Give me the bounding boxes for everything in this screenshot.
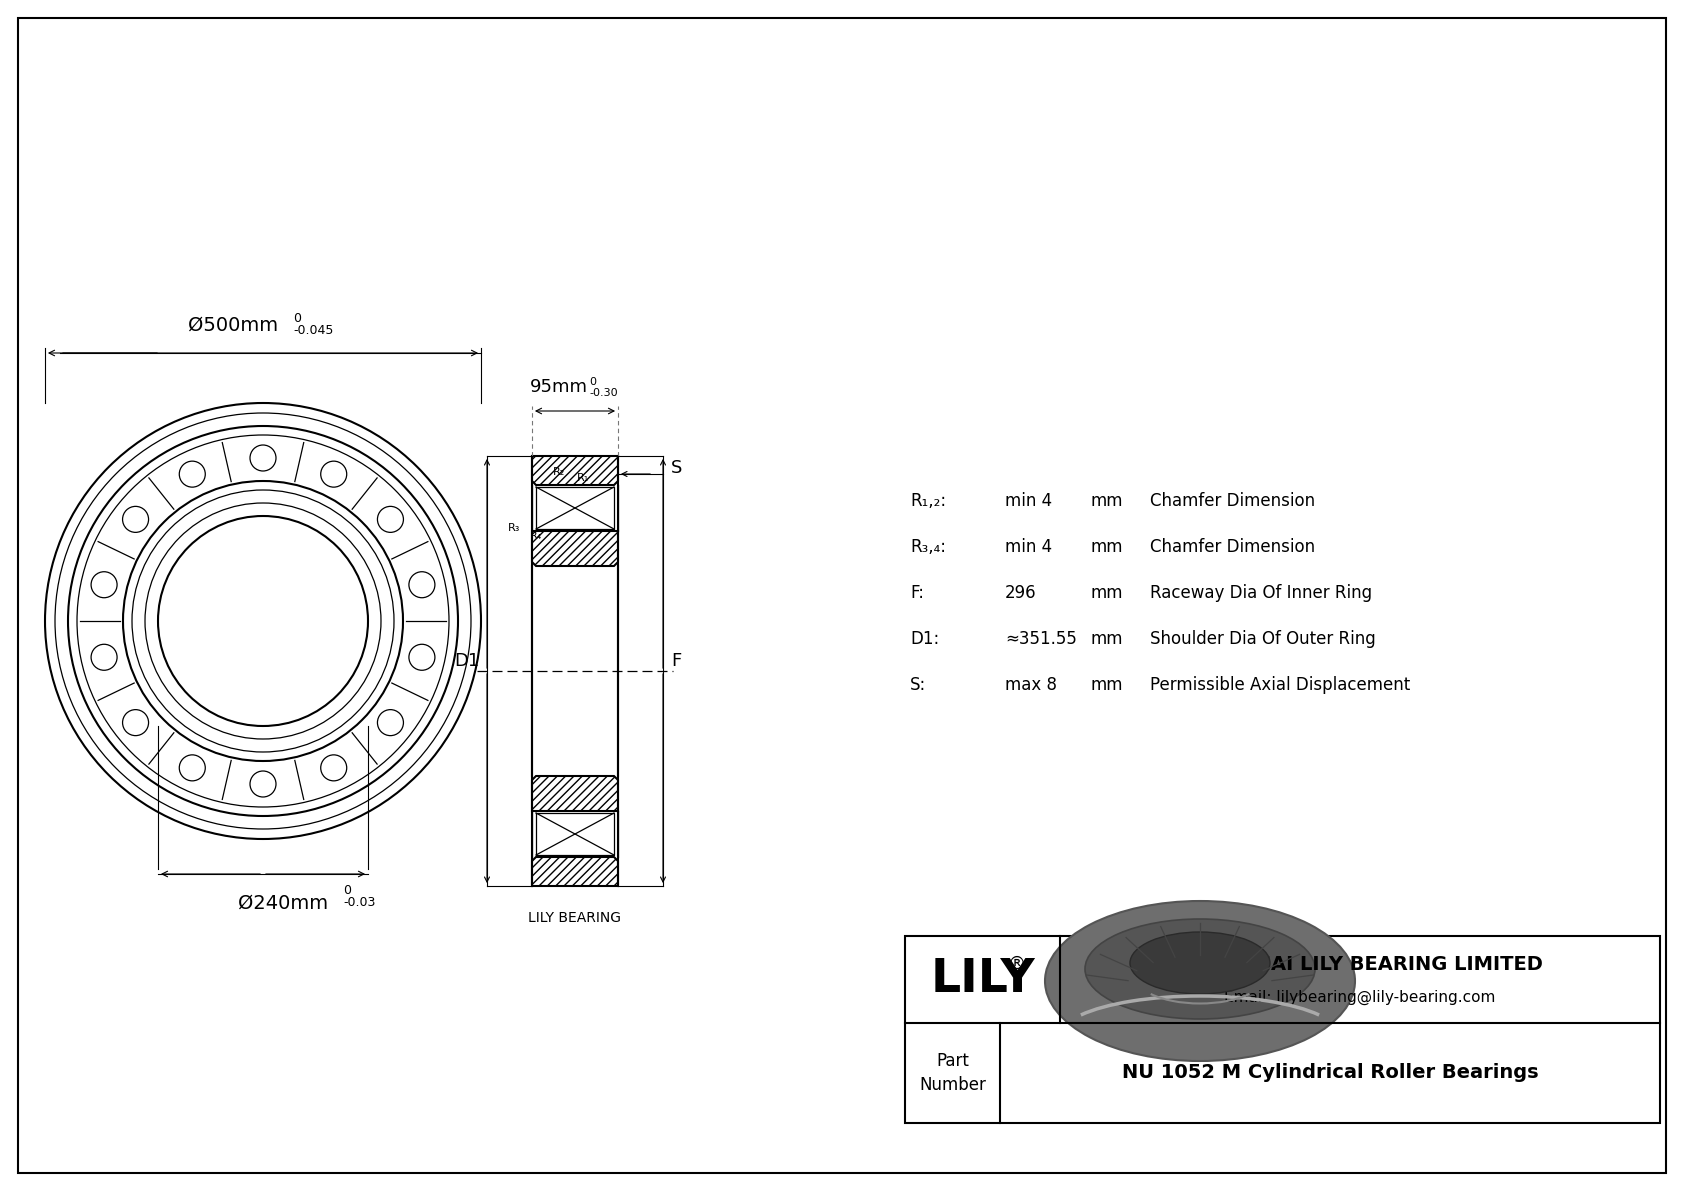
Bar	[904, 936, 1660, 1123]
Text: SHANGHAI LILY BEARING LIMITED: SHANGHAI LILY BEARING LIMITED	[1177, 955, 1543, 974]
Text: Permissible Axial Displacement: Permissible Axial Displacement	[1150, 676, 1410, 694]
Text: S:: S:	[909, 676, 926, 694]
Text: D1: D1	[453, 651, 478, 671]
Text: NU 1052 M Cylindrical Roller Bearings: NU 1052 M Cylindrical Roller Bearings	[1122, 1064, 1537, 1083]
Text: 0: 0	[589, 378, 596, 387]
Text: mm: mm	[1090, 538, 1123, 556]
Text: min 4: min 4	[1005, 538, 1052, 556]
Text: max 8: max 8	[1005, 676, 1058, 694]
Ellipse shape	[1084, 919, 1315, 1019]
Text: LILY: LILY	[930, 958, 1034, 1002]
Text: R₁,₂:: R₁,₂:	[909, 492, 946, 510]
Text: LILY BEARING: LILY BEARING	[529, 911, 621, 925]
Text: 296: 296	[1005, 584, 1037, 601]
Text: mm: mm	[1090, 584, 1123, 601]
Ellipse shape	[1046, 902, 1356, 1061]
Text: S: S	[670, 459, 682, 478]
Text: min 4: min 4	[1005, 492, 1052, 510]
Text: mm: mm	[1090, 492, 1123, 510]
Text: 0: 0	[293, 312, 301, 325]
Text: R₃,₄:: R₃,₄:	[909, 538, 946, 556]
Text: F: F	[670, 651, 682, 671]
Text: -0.045: -0.045	[293, 324, 333, 337]
Text: ®: ®	[1007, 954, 1026, 973]
Text: R₃: R₃	[507, 523, 520, 534]
Text: R₁: R₁	[578, 473, 589, 484]
Text: 95mm: 95mm	[530, 378, 588, 395]
Text: Chamfer Dimension: Chamfer Dimension	[1150, 492, 1315, 510]
Text: D1:: D1:	[909, 630, 940, 648]
Text: Raceway Dia Of Inner Ring: Raceway Dia Of Inner Ring	[1150, 584, 1372, 601]
Text: R₂: R₂	[552, 467, 566, 478]
Text: mm: mm	[1090, 630, 1123, 648]
Text: Part
Number: Part Number	[919, 1052, 985, 1093]
Text: Shoulder Dia Of Outer Ring: Shoulder Dia Of Outer Ring	[1150, 630, 1376, 648]
Text: -0.03: -0.03	[344, 896, 376, 909]
Text: R₄: R₄	[530, 531, 542, 541]
Text: Chamfer Dimension: Chamfer Dimension	[1150, 538, 1315, 556]
Text: Email: lilybearing@lily-bearing.com: Email: lilybearing@lily-bearing.com	[1224, 990, 1495, 1004]
Ellipse shape	[1130, 933, 1270, 994]
Text: 0: 0	[344, 884, 350, 897]
Text: F:: F:	[909, 584, 925, 601]
Text: Ø500mm: Ø500mm	[189, 316, 278, 335]
Text: -0.30: -0.30	[589, 388, 618, 398]
Text: ≈351.55: ≈351.55	[1005, 630, 1076, 648]
Text: mm: mm	[1090, 676, 1123, 694]
Text: Ø240mm: Ø240mm	[237, 894, 328, 913]
